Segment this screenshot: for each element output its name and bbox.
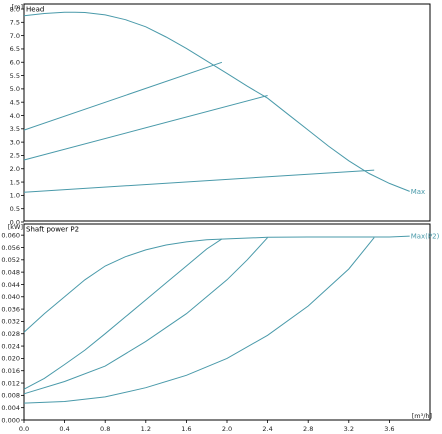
x-tick-label: 2.4 (262, 425, 272, 433)
y-tick-label: 0.036 (1, 305, 20, 313)
y-tick-label: 5.5 (10, 72, 20, 80)
curve-3 (23, 95, 268, 161)
y-tick-label: 0.044 (1, 281, 20, 289)
x-tick-label: 1.6 (181, 425, 191, 433)
curve-label: Max (411, 188, 425, 196)
y-tick-label: 2.0 (10, 165, 20, 173)
y-tick-label: 0.5 (10, 205, 20, 213)
x-tick-label: 3.6 (384, 425, 394, 433)
curve-label: Max(P2) (411, 233, 440, 241)
y-tick-label: 0.052 (1, 256, 20, 264)
x-tick-label: 0.8 (100, 425, 110, 433)
y-tick-label: 0.012 (1, 379, 20, 387)
y-tick-label: 7.5 (10, 19, 20, 27)
y-tick-label: 0.060 (1, 231, 20, 239)
y-tick-label: 7.0 (10, 32, 20, 40)
plot-frame-2 (23, 223, 431, 421)
y-tick-label: 0.000 (1, 416, 20, 424)
curve-1 (23, 11, 410, 192)
x-tick-label: 2.0 (222, 425, 232, 433)
curve-4 (23, 237, 375, 404)
y-axis-unit: [kW] (8, 223, 23, 231)
y-tick-label: 0.016 (1, 367, 20, 375)
y-tick-label: 2.5 (10, 152, 20, 160)
curve-2 (23, 238, 223, 390)
x-tick-label: 0.0 (19, 425, 29, 433)
curve-4 (23, 169, 375, 193)
panel-title: Shaft power P2 (26, 226, 79, 234)
y-tick-label: 1.0 (10, 192, 20, 200)
y-tick-label: 8.0 (10, 5, 20, 13)
y-tick-label: 0.032 (1, 318, 20, 326)
x-axis-unit: [m³/h] (412, 412, 432, 420)
y-tick-label: 0.040 (1, 293, 20, 301)
x-tick-label: 3.2 (344, 425, 354, 433)
y-tick-label: 0.0 (10, 218, 20, 226)
y-tick-label: 5.0 (10, 85, 20, 93)
y-tick-label: 0.056 (1, 244, 20, 252)
y-tick-label: 6.0 (10, 59, 20, 67)
plot-frame-1 (23, 3, 431, 222)
y-tick-label: 0.024 (1, 342, 20, 350)
y-tick-label: 0.020 (1, 355, 20, 363)
y-tick-label: 3.5 (10, 125, 20, 133)
curve-2 (23, 61, 223, 131)
x-tick-label: 2.8 (303, 425, 313, 433)
x-tick-label: 1.2 (141, 425, 151, 433)
y-tick-label: 6.5 (10, 45, 20, 53)
y-axis-unit: [m] (12, 3, 23, 11)
y-tick-label: 0.008 (1, 392, 20, 400)
y-tick-label: 0.004 (1, 404, 20, 412)
y-tick-label: 1.5 (10, 178, 20, 186)
y-tick-label: 4.5 (10, 98, 20, 106)
curve-3 (23, 237, 268, 395)
y-tick-label: 3.0 (10, 138, 20, 146)
y-tick-label: 4.0 (10, 112, 20, 120)
y-tick-label: 0.028 (1, 330, 20, 338)
curve-1 (23, 235, 410, 333)
y-tick-label: 0.048 (1, 268, 20, 276)
x-tick-label: 0.4 (59, 425, 69, 433)
panel-title: Head (26, 6, 44, 14)
